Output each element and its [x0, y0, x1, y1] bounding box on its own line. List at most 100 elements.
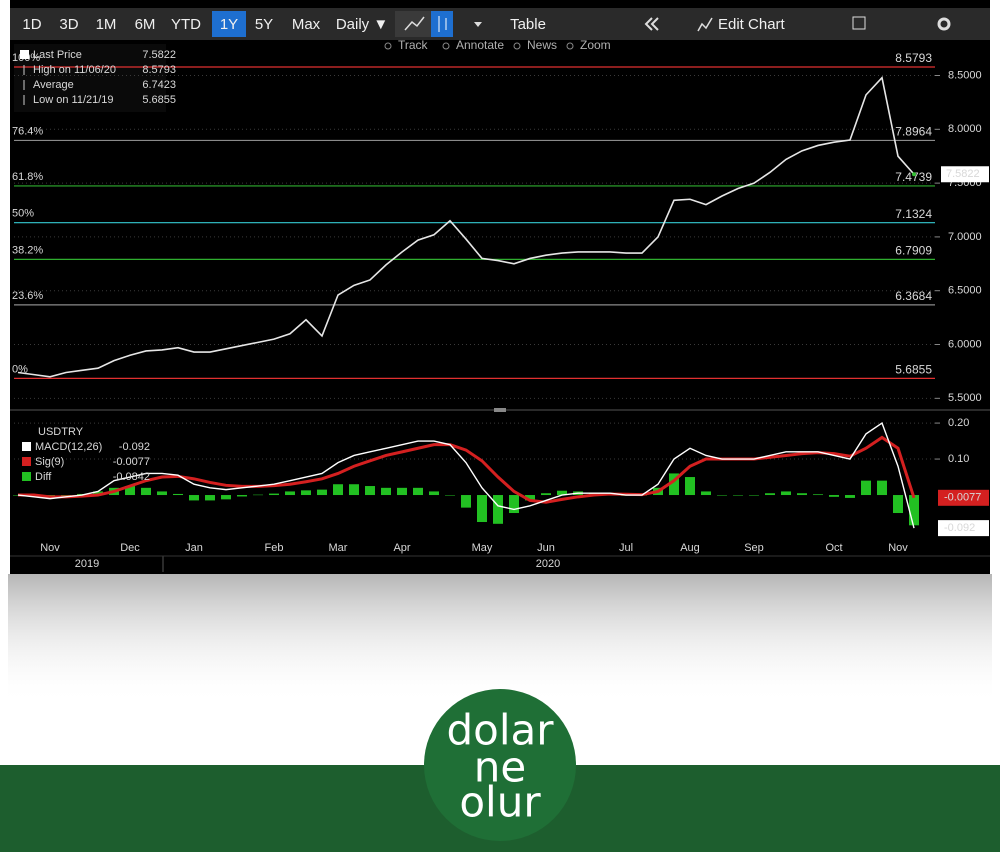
diff-bar	[333, 484, 343, 496]
reflection	[8, 574, 992, 704]
y-tick-label: 6.5000	[948, 285, 982, 297]
tool-icon	[442, 42, 450, 50]
diff-bar	[701, 491, 711, 496]
year-label: 2019	[75, 558, 99, 570]
x-tick-label: Apr	[393, 542, 410, 554]
diff-bar	[909, 495, 919, 526]
fib-value: 7.8964	[895, 125, 932, 139]
y-tick-label: 7.0000	[948, 231, 982, 243]
diff-bar	[61, 495, 71, 496]
collapse-icon[interactable]	[644, 17, 653, 31]
x-tick-label: Jul	[619, 542, 633, 554]
diff-bar	[669, 473, 679, 496]
fib-label: 0%	[12, 363, 28, 375]
chart-tool[interactable]: Annotate	[456, 38, 504, 52]
tool-icon	[513, 42, 521, 50]
last-point	[912, 172, 916, 177]
y-tick-label: 5.5000	[948, 392, 982, 404]
price-line	[17, 75, 915, 378]
fib-label: 76.4%	[12, 125, 43, 137]
y-tick-label: 0.10	[948, 453, 969, 465]
diff-bar	[317, 489, 327, 496]
chart-tool[interactable]: Track	[398, 38, 429, 52]
logo-text: ne	[474, 743, 526, 792]
legend-value: -0.0077	[113, 456, 150, 468]
chart-tool[interactable]: News	[527, 38, 557, 52]
settings-icon[interactable]	[852, 16, 866, 30]
range-button[interactable]: 5Y	[255, 16, 273, 33]
legend-value: 8.5793	[142, 64, 176, 76]
diff-bar	[189, 495, 199, 501]
diff-bar	[685, 477, 695, 496]
dropdown-icon[interactable]	[474, 22, 482, 27]
panel-title: USDTRY	[38, 426, 84, 438]
legend-box	[14, 44, 166, 112]
y-tick-label: 0.20	[948, 417, 969, 429]
chart-icon[interactable]	[395, 11, 431, 37]
macd-line	[17, 421, 915, 529]
legend-icon	[20, 50, 29, 59]
diff-bar	[237, 495, 247, 497]
diff-bar	[493, 495, 503, 524]
toolbar	[10, 8, 990, 40]
line-icon	[404, 16, 425, 31]
diff-bar	[845, 495, 855, 498]
edit-icon	[697, 17, 713, 32]
legend-name: MACD(12,26)	[35, 441, 102, 453]
diff-bar	[301, 490, 311, 496]
diff-bar	[509, 495, 519, 514]
diff-bar	[269, 493, 279, 496]
diff-bar	[733, 495, 743, 496]
fib-value: 7.4739	[895, 170, 932, 184]
diff-bar	[125, 486, 135, 496]
last-price-tag	[941, 166, 989, 183]
candle-icon[interactable]	[431, 11, 453, 37]
fib-label: 61.8%	[12, 171, 43, 183]
value-tag-label: -0.092	[944, 522, 975, 534]
edit-chart-button[interactable]: Edit Chart	[718, 16, 786, 33]
diff-bar	[413, 487, 423, 496]
year-label: 2020	[536, 558, 560, 570]
active-range	[212, 11, 246, 37]
legend-name: Last Price	[33, 49, 82, 61]
x-tick-label: Dec	[120, 542, 140, 554]
diff-bar	[813, 494, 823, 496]
fib-value: 8.5793	[895, 51, 932, 65]
range-button[interactable]: 1D	[22, 16, 41, 33]
range-button[interactable]: Max	[292, 16, 321, 33]
range-button[interactable]: 6M	[135, 16, 156, 33]
last-price-label: 7.5822	[946, 168, 980, 180]
range-button[interactable]: 1Y	[220, 16, 238, 33]
legend-value: 7.5822	[142, 49, 176, 61]
diff-bar	[477, 495, 487, 523]
range-button[interactable]: 1M	[96, 16, 117, 33]
diff-bar	[445, 495, 455, 496]
x-tick-label: Aug	[680, 542, 700, 554]
diff-bar	[205, 495, 215, 501]
diff-bar	[349, 484, 359, 496]
x-tick-label: Nov	[888, 542, 908, 554]
range-button[interactable]: 3D	[59, 16, 78, 33]
collapse-icon[interactable]	[650, 17, 659, 31]
chart-tool[interactable]: Zoom	[580, 38, 611, 52]
tool-icon	[566, 42, 574, 50]
y-tick-label: 8.0000	[948, 123, 982, 135]
range-button[interactable]: YTD	[171, 16, 201, 33]
diff-bar	[157, 491, 167, 496]
x-tick-label: Feb	[265, 542, 284, 554]
table-button[interactable]: Table	[510, 16, 546, 33]
diff-bar	[797, 493, 807, 496]
tool-icon	[384, 42, 392, 50]
fib-value: 6.3684	[895, 289, 932, 303]
gear-icon[interactable]	[937, 17, 951, 31]
fib-value: 7.1324	[895, 207, 932, 221]
fib-value: 5.6855	[895, 363, 932, 377]
x-tick-label: May	[472, 542, 493, 554]
divider-handle[interactable]	[494, 408, 506, 412]
diff-bar	[765, 493, 775, 496]
diff-bar	[397, 487, 407, 496]
frequency-button[interactable]: Daily ▼	[336, 16, 388, 33]
diff-bar	[141, 487, 151, 496]
y-tick-label: 8.5000	[948, 69, 982, 81]
